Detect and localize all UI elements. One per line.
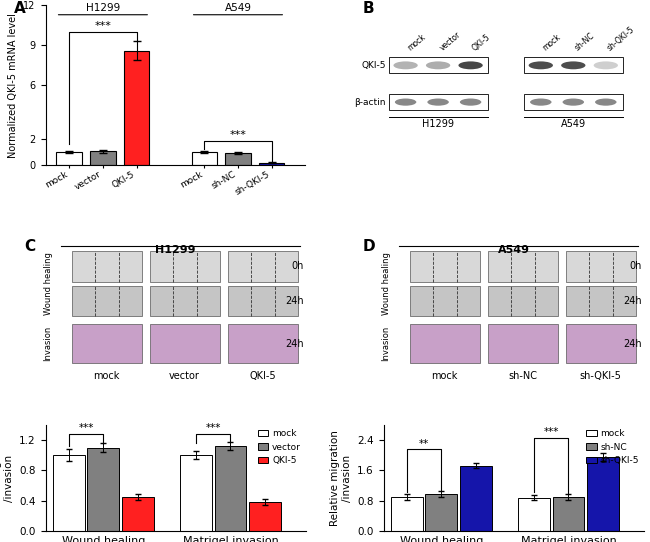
Text: 24h: 24h <box>623 296 642 306</box>
Bar <box>53 455 84 531</box>
Ellipse shape <box>458 61 483 69</box>
Bar <box>227 251 298 282</box>
Ellipse shape <box>428 99 449 106</box>
Bar <box>90 151 116 165</box>
Text: β-actin: β-actin <box>355 98 386 107</box>
Bar <box>249 502 281 531</box>
Text: mock: mock <box>406 33 427 53</box>
Text: mock: mock <box>94 371 120 380</box>
Y-axis label: Normalized QKI-5 mRNA level: Normalized QKI-5 mRNA level <box>8 13 18 158</box>
Ellipse shape <box>426 61 450 69</box>
FancyBboxPatch shape <box>389 94 488 110</box>
Text: 24h: 24h <box>285 296 304 306</box>
Text: ***: *** <box>94 21 111 31</box>
Text: A: A <box>14 1 26 16</box>
Text: Invasion: Invasion <box>44 326 53 362</box>
Ellipse shape <box>563 99 584 106</box>
Text: QKI-5: QKI-5 <box>471 33 492 53</box>
Bar <box>488 325 558 363</box>
Ellipse shape <box>393 61 418 69</box>
Text: H1299: H1299 <box>155 245 196 255</box>
Text: 0h: 0h <box>630 261 642 272</box>
Bar <box>566 251 636 282</box>
Text: mock: mock <box>541 33 562 53</box>
Bar <box>150 325 220 363</box>
Bar <box>87 448 119 531</box>
Text: sh-NC: sh-NC <box>573 31 597 53</box>
Text: 0h: 0h <box>292 261 304 272</box>
Bar <box>425 494 457 531</box>
Bar <box>227 325 298 363</box>
Text: sh-NC: sh-NC <box>508 371 537 380</box>
Text: vector: vector <box>438 30 462 53</box>
Text: H1299: H1299 <box>422 119 454 129</box>
Text: ***: *** <box>229 130 246 140</box>
Bar <box>488 251 558 282</box>
Bar <box>488 286 558 316</box>
Bar <box>57 152 82 165</box>
Ellipse shape <box>460 99 481 106</box>
Text: B: B <box>363 1 374 16</box>
Bar <box>150 286 220 316</box>
Y-axis label: Relative migration
/invasion: Relative migration /invasion <box>0 430 14 526</box>
Text: C: C <box>25 240 36 254</box>
Bar <box>552 497 584 531</box>
Bar <box>460 466 492 531</box>
Text: D: D <box>363 240 375 254</box>
Text: ***: *** <box>78 423 94 433</box>
Bar <box>227 286 298 316</box>
Bar <box>410 286 480 316</box>
Bar <box>150 251 220 282</box>
FancyBboxPatch shape <box>524 57 623 73</box>
Ellipse shape <box>395 99 417 106</box>
FancyBboxPatch shape <box>389 57 488 73</box>
Text: mock: mock <box>432 371 458 380</box>
Text: ***: *** <box>543 427 559 437</box>
Legend: mock, vector, QKI-5: mock, vector, QKI-5 <box>257 429 301 465</box>
Text: 24h: 24h <box>623 339 642 349</box>
Text: sh-QKI-5: sh-QKI-5 <box>580 371 621 380</box>
Bar <box>72 251 142 282</box>
Text: H1299: H1299 <box>86 3 120 13</box>
Bar <box>122 497 154 531</box>
Text: sh-QKI-5: sh-QKI-5 <box>606 25 636 53</box>
Bar <box>410 251 480 282</box>
Bar <box>72 325 142 363</box>
Ellipse shape <box>561 61 586 69</box>
Bar <box>391 497 422 531</box>
Text: ***: *** <box>205 423 221 433</box>
Bar <box>518 498 550 531</box>
Ellipse shape <box>593 61 618 69</box>
Bar <box>226 153 251 165</box>
Legend: mock, sh-NC, sh-QKI-5: mock, sh-NC, sh-QKI-5 <box>586 429 639 465</box>
Text: A549: A549 <box>224 3 252 13</box>
Text: QKI-5: QKI-5 <box>250 371 276 380</box>
Bar <box>124 51 150 165</box>
Bar <box>587 457 619 531</box>
Text: 24h: 24h <box>285 339 304 349</box>
Ellipse shape <box>530 99 552 106</box>
Text: Wound healing: Wound healing <box>44 252 53 315</box>
Ellipse shape <box>528 61 553 69</box>
Text: **: ** <box>419 438 429 449</box>
FancyBboxPatch shape <box>524 94 623 110</box>
Bar <box>192 152 217 165</box>
Text: A549: A549 <box>497 245 530 255</box>
Bar <box>410 325 480 363</box>
Text: Wound healing: Wound healing <box>382 252 391 315</box>
Bar <box>214 446 246 531</box>
Y-axis label: Relative migration
/invasion: Relative migration /invasion <box>330 430 352 526</box>
Bar <box>180 455 212 531</box>
Text: Invasion: Invasion <box>382 326 391 362</box>
Bar <box>566 286 636 316</box>
Bar <box>72 286 142 316</box>
Bar <box>566 325 636 363</box>
Bar <box>259 163 285 165</box>
Ellipse shape <box>595 99 617 106</box>
Text: A549: A549 <box>561 119 586 129</box>
Text: QKI-5: QKI-5 <box>361 61 386 70</box>
Text: vector: vector <box>169 371 200 380</box>
